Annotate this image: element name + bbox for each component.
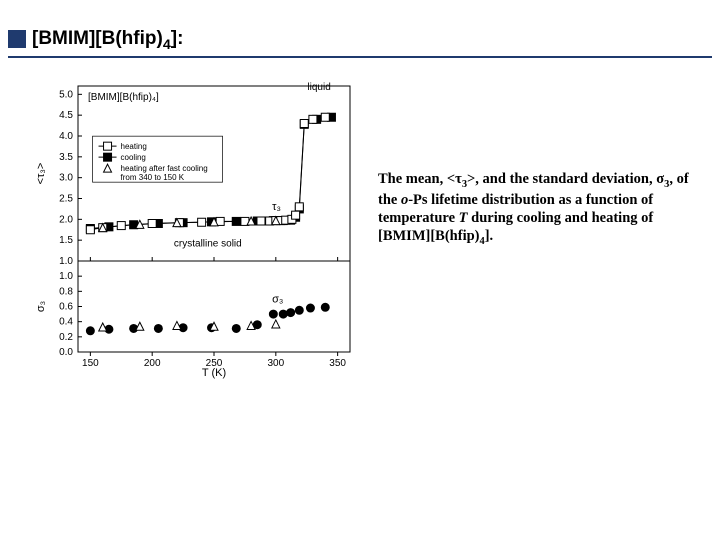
page-title: [BMIM][B(hfip)4]: [32,28,183,53]
svg-text:300: 300 [267,358,284,369]
svg-text:<τ₃>: <τ₃> [35,163,47,185]
cap-txt: The mean, < [378,171,455,187]
title-underline [8,56,712,58]
svg-text:T (K): T (K) [202,367,226,379]
svg-text:1.0: 1.0 [59,256,73,267]
svg-text:1.5: 1.5 [59,235,73,246]
svg-text:liquid: liquid [307,82,330,93]
svg-text:crystalline solid: crystalline solid [174,238,242,249]
svg-text:σ₃: σ₃ [35,301,47,312]
title-bullet [8,30,26,48]
figure-caption: The mean, <τ3>, and the standard deviati… [378,170,698,248]
cap-txt: ]. [485,228,493,244]
svg-text:2.0: 2.0 [59,214,73,225]
svg-text:τ₃: τ₃ [272,201,281,213]
svg-text:cooling: cooling [121,153,146,162]
svg-text:[BMIM][B(hfip)₄]: [BMIM][B(hfip)₄] [88,92,159,103]
svg-text:3.0: 3.0 [59,173,73,184]
svg-text:2.5: 2.5 [59,194,73,205]
svg-text:200: 200 [144,358,161,369]
tau-symbol: τ [455,171,462,187]
cap-italic: T [459,210,468,226]
svg-text:0.6: 0.6 [59,302,73,313]
svg-text:5.0: 5.0 [59,89,73,100]
lifetime-chart: 150200250300350T (K)1.01.52.02.53.03.54.… [30,80,360,380]
svg-text:0.8: 0.8 [59,286,73,297]
sigma-symbol: σ [656,171,664,187]
svg-text:1.0: 1.0 [59,271,73,282]
svg-text:350: 350 [329,358,346,369]
svg-text:0.2: 0.2 [59,332,73,343]
svg-text:3.5: 3.5 [59,152,73,163]
svg-text:heating: heating [121,142,147,151]
cap-txt: >, and the standard deviation, [467,171,656,187]
svg-text:4.5: 4.5 [59,110,73,121]
svg-text:from 340 to 150 K: from 340 to 150 K [121,173,185,182]
svg-text:150: 150 [82,358,99,369]
svg-text:0.4: 0.4 [59,317,73,328]
svg-text:4.0: 4.0 [59,131,73,142]
svg-text:0.0: 0.0 [59,347,73,358]
svg-text:σ₃: σ₃ [272,294,283,306]
svg-text:heating after fast cooling: heating after fast cooling [121,164,208,173]
